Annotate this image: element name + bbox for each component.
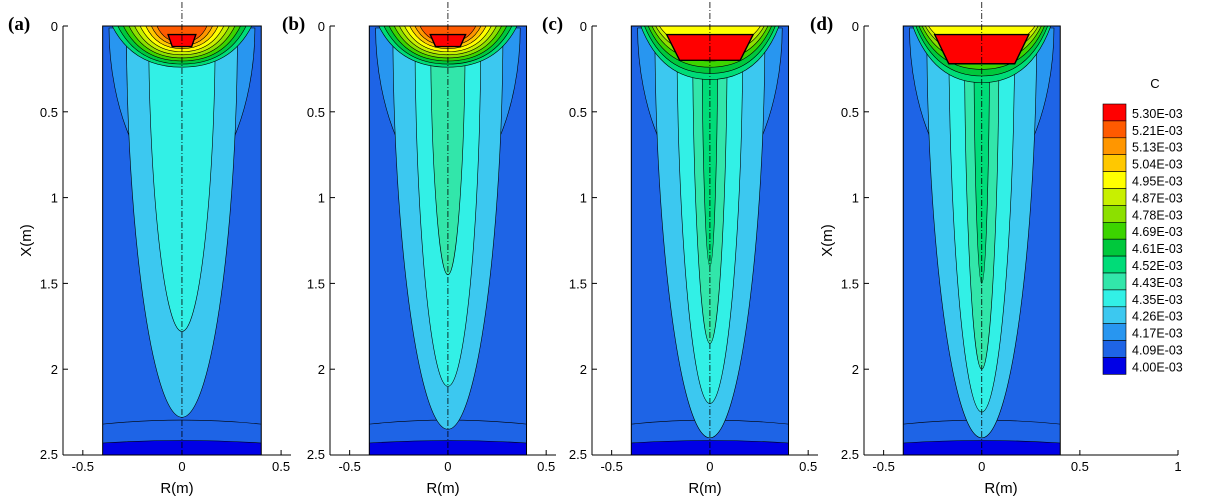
- colorbar-swatch: [1102, 154, 1127, 172]
- colorbar-swatch: [1102, 171, 1127, 189]
- x-tick-label: 0.5: [1071, 459, 1089, 474]
- x-tick-label: -0.5: [872, 459, 894, 474]
- y-tick-label: 2: [51, 362, 58, 377]
- panel-label: (d): [810, 14, 833, 35]
- colorbar-swatch: [1102, 205, 1127, 223]
- colorbar-swatch: [1102, 255, 1127, 274]
- colorbar-label: 4.43E-03: [1132, 276, 1183, 290]
- y-tick-label: 1: [318, 191, 325, 206]
- y-tick-label: 2: [580, 362, 587, 377]
- x-tick-label: 1: [1174, 459, 1181, 474]
- colorbar-swatch: [1102, 120, 1127, 139]
- contour-field: [903, 26, 1061, 455]
- y-tick-label: 2.5: [40, 447, 58, 462]
- contour-level-plume-5: [973, 27, 990, 284]
- y-tick-label: 0.5: [307, 105, 325, 120]
- y-tick-label: 2: [318, 362, 325, 377]
- y-tick-label: 1: [51, 191, 58, 206]
- x-axis-title: R(m): [426, 480, 459, 497]
- colorbar-label: 4.95E-03: [1132, 175, 1183, 189]
- colorbar-label: 4.78E-03: [1132, 208, 1183, 222]
- panel-label: (a): [8, 14, 30, 35]
- colorbar-title: C: [1150, 76, 1159, 91]
- colorbar-swatch: [1102, 238, 1127, 257]
- y-tick-label: 2.5: [569, 447, 587, 462]
- contour-panel-b: 0 0.5 1 1.5 2 2.5 -0.5 0 0.5 R(m) (b): [282, 2, 556, 497]
- colorbar-label: 4.35E-03: [1132, 293, 1183, 307]
- colorbar-label: 4.61E-03: [1132, 242, 1183, 256]
- contour-field: [631, 26, 789, 455]
- x-axis-title: R(m): [984, 480, 1017, 497]
- x-tick-label: 0.5: [272, 459, 290, 474]
- colorbar-label: 5.13E-03: [1132, 141, 1183, 155]
- colorbar-swatch: [1102, 306, 1127, 324]
- colorbar-swatch: [1102, 357, 1127, 375]
- x-tick-label: 0: [978, 459, 985, 474]
- y-tick-label: 0: [580, 19, 587, 34]
- colorbar-swatch: [1102, 340, 1127, 358]
- colorbar-swatch: [1102, 222, 1127, 240]
- y-tick-label: 0.5: [569, 105, 587, 120]
- colorbar-label: 5.30E-03: [1132, 107, 1183, 121]
- contour-panel-d: 0 0.5 1 1.5 2 2.5 -0.5 0 0.5 1 R(m) X(m) (d): [810, 2, 1182, 497]
- y-tick-label: 1.5: [40, 276, 58, 291]
- colorbar-label: 4.09E-03: [1132, 344, 1183, 358]
- colorbar-swatch: [1102, 272, 1127, 291]
- x-axis-title: R(m): [160, 480, 193, 497]
- x-tick-label: -0.5: [600, 459, 622, 474]
- panel-label: (c): [542, 14, 563, 35]
- y-tick-label: 0: [852, 19, 859, 34]
- y-tick-label: 0.5: [841, 105, 859, 120]
- colorbar-label: 5.04E-03: [1132, 158, 1183, 172]
- x-tick-label: -0.5: [338, 459, 360, 474]
- y-tick-label: 0.5: [40, 105, 58, 120]
- colorbar-label: 4.52E-03: [1132, 259, 1183, 273]
- colorbar-label: 4.26E-03: [1132, 310, 1183, 324]
- colorbar-label: 5.21E-03: [1132, 124, 1183, 138]
- x-tick-label: 0: [178, 459, 185, 474]
- x-tick-label: 0.5: [799, 459, 817, 474]
- y-tick-label: 2.5: [307, 447, 325, 462]
- y-axis-title: X(m): [819, 224, 836, 257]
- colorbar-swatch: [1102, 137, 1127, 156]
- y-tick-label: 1: [580, 191, 587, 206]
- y-tick-label: 0: [51, 19, 58, 34]
- contour-panel-a: 0 0.5 1 1.5 2 2.5 -0.5 0 0.5 R(m) X(m) (a): [8, 2, 291, 497]
- colorbar-swatch: [1102, 323, 1127, 341]
- y-tick-label: 0: [318, 19, 325, 34]
- colorbar-label: 4.87E-03: [1132, 191, 1183, 205]
- colorbar-swatch: [1102, 188, 1127, 206]
- colorbar-legend: C 5.30E-03 5.21E-03 5.13E-03 5.04E-03 4.95E-0…: [1102, 76, 1183, 375]
- contour-panel-c: 0 0.5 1 1.5 2 2.5 -0.5 0 0.5 R(m) (c): [542, 2, 818, 497]
- y-tick-label: 1.5: [307, 276, 325, 291]
- colorbar-label: 4.69E-03: [1132, 225, 1183, 239]
- panel-label: (b): [282, 14, 305, 35]
- y-tick-label: 1.5: [841, 276, 859, 291]
- colorbar-swatch: [1102, 103, 1127, 122]
- colorbar-label: 4.17E-03: [1132, 327, 1183, 341]
- x-tick-label: 0.5: [537, 459, 555, 474]
- y-axis-title: X(m): [18, 224, 35, 257]
- y-tick-label: 2.5: [841, 447, 859, 462]
- y-tick-label: 1: [852, 191, 859, 206]
- x-tick-label: 0: [706, 459, 713, 474]
- colorbar-label: 4.00E-03: [1132, 360, 1183, 374]
- contour-field: [369, 26, 527, 455]
- y-tick-label: 2: [852, 362, 859, 377]
- x-axis-title: R(m): [688, 480, 721, 497]
- y-tick-label: 1.5: [569, 276, 587, 291]
- colorbar-swatch: [1102, 289, 1127, 308]
- x-tick-label: -0.5: [72, 459, 94, 474]
- x-tick-label: 0: [444, 459, 451, 474]
